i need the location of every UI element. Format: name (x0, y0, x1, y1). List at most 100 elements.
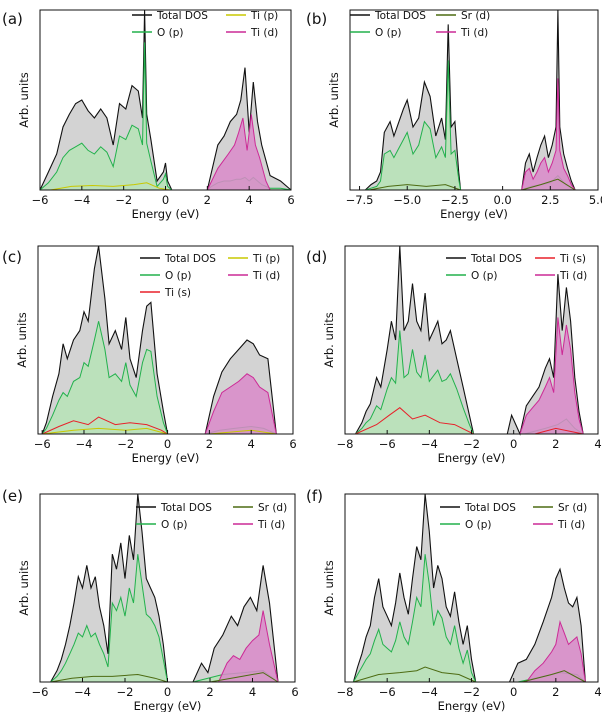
legend-label: O (p) (157, 27, 183, 39)
series-line-ti_d (519, 317, 584, 435)
x-tick-label: −6 (32, 193, 49, 207)
series-fill-o_p (40, 42, 291, 191)
y-axis-label: Arb. units (17, 560, 31, 615)
legend: Total DOS O (p) Ti (p) Ti (d) (132, 10, 278, 39)
y-axis-label: Arb. units (15, 312, 29, 367)
series-fill-o_p (365, 60, 576, 191)
x-tick-label: 0.0 (493, 193, 511, 207)
legend: Total DOS O (p) Sr (d) Ti (d) (136, 502, 287, 531)
legend-label: Sr (d) (558, 502, 587, 514)
legend: Total DOS O (p) Sr (d) Ti (d) (350, 10, 490, 39)
x-tick-label: 0 (164, 685, 171, 699)
series-line-sr_d (50, 672, 279, 683)
x-axis-label: Energy (eV) (438, 699, 506, 712)
series-line-total (41, 245, 277, 435)
series-line-ti_d (521, 78, 576, 191)
panel-f: −8 −6 −4 −2 0 2 4 Energy (eV) Arb. units (f) Total… (306, 487, 602, 712)
series-line-o_p (352, 554, 586, 683)
legend-label: Total DOS (470, 253, 522, 265)
x-tick-label: −2 (463, 437, 480, 451)
x-tick-label: −8 (337, 685, 354, 699)
x-tick-label: −2.5 (441, 193, 469, 207)
y-axis-label: Arb. units (327, 72, 341, 127)
y-axis-label: Arb. units (322, 312, 336, 367)
series-fill-o_p (42, 321, 277, 434)
series-fill-o_p (355, 330, 584, 434)
series-fill-ti_d (526, 621, 586, 682)
x-tick-label: 4 (249, 685, 256, 699)
plot-frame (37, 245, 294, 435)
x-tick-label: 0 (162, 193, 169, 207)
series-line-total (352, 493, 586, 683)
legend-label: O (p) (161, 519, 187, 531)
panel-label: (f) (306, 487, 323, 505)
series-fill-ti_d (521, 78, 576, 190)
plot-frame (349, 9, 599, 191)
x-axis-label: Energy (eV) (134, 699, 202, 712)
x-tick-label: 2 (552, 685, 559, 699)
series-line-ti_s (41, 416, 168, 435)
x-tick-label: 4 (594, 437, 601, 451)
x-tick-label: −6 (34, 437, 51, 451)
x-tick-label: −6 (379, 437, 396, 451)
legend-label: Ti (d) (252, 270, 280, 282)
legend-label: Ti (s) (559, 253, 586, 265)
series-line-total (39, 9, 292, 191)
legend-label: Total DOS (374, 10, 426, 22)
series-line-ti_d (525, 619, 586, 683)
panel-label: (e) (2, 487, 23, 505)
x-tick-label: 0 (510, 685, 517, 699)
series-fill-ti_d (207, 114, 271, 190)
x-tick-label: −4 (421, 685, 438, 699)
series-line-ti_p (42, 427, 277, 435)
panel-b: −7.5 −5.0 −2.5 0.0 2.5 5.0 Energy (eV) Arb. uni… (306, 9, 602, 221)
legend-label: Ti (d) (257, 519, 285, 531)
x-tick-label: 2 (204, 193, 211, 207)
legend-label: O (p) (165, 270, 191, 282)
legend-label: O (p) (471, 270, 497, 282)
x-tick-label: −4 (76, 437, 93, 451)
series-line-ti_s (355, 407, 584, 435)
x-tick-label: −6 (379, 685, 396, 699)
x-tick-label: 4 (246, 193, 253, 207)
x-tick-label: −4 (73, 193, 90, 207)
x-axis-label: Energy (eV) (132, 207, 200, 221)
legend: Total DOS O (p) Ti (s) Ti (p) Ti (d) (140, 253, 280, 299)
panel-e: −6 −4 −2 0 2 4 6 Energy (eV) Arb. units (e) Total … (2, 487, 299, 712)
series-line-sr_d (353, 666, 586, 683)
series-line-o_p (50, 554, 279, 683)
legend-label: Ti (d) (557, 519, 585, 531)
panel-label: (b) (306, 10, 327, 28)
x-tick-label: −4 (74, 685, 91, 699)
legend-label: Sr (d) (461, 10, 490, 22)
y-axis-label: Arb. units (322, 560, 336, 615)
legend-label: Ti (d) (559, 270, 587, 282)
legend-label: Ti (s) (164, 287, 191, 299)
x-tick-label: 6 (291, 685, 298, 699)
x-tick-label: −4 (421, 437, 438, 451)
x-tick-label: −5.0 (393, 193, 421, 207)
x-tick-label: 2 (206, 437, 213, 451)
x-tick-label: −6 (32, 685, 49, 699)
x-tick-label: 4 (248, 437, 255, 451)
x-tick-label: 0 (164, 437, 171, 451)
series-line-sr_d (369, 178, 576, 191)
legend: Total DOS O (p) Sr (d) Ti (d) (440, 502, 587, 531)
x-axis-label: Energy (eV) (132, 451, 200, 465)
x-axis-label: Energy (eV) (438, 451, 506, 465)
x-tick-label: 2.5 (541, 193, 559, 207)
series-line-ti_d (204, 373, 277, 435)
x-tick-label: −2 (463, 685, 480, 699)
series-fill-total (40, 10, 291, 190)
series-line-total (364, 9, 576, 191)
x-tick-label: −2 (117, 437, 134, 451)
series-line-ti_d (206, 114, 271, 191)
legend-label: O (p) (375, 27, 401, 39)
panel-label: (c) (2, 248, 22, 266)
series-line-ti_d (218, 610, 279, 683)
legend-label: Total DOS (464, 502, 516, 514)
series-line-ti_p (50, 182, 170, 191)
x-tick-label: −7.5 (346, 193, 374, 207)
panel-label: (a) (2, 10, 23, 28)
